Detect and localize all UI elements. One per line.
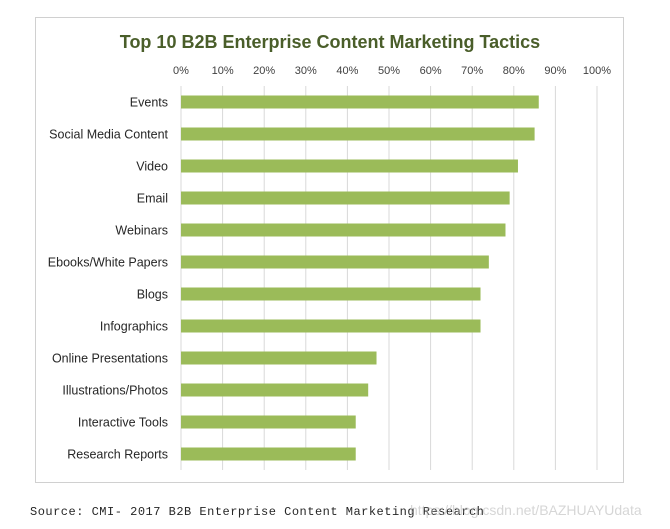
x-tick-label: 50% [378, 65, 400, 77]
category-label: Video [136, 160, 168, 174]
category-label: Blogs [137, 288, 168, 302]
category-label: Online Presentations [52, 352, 168, 366]
x-tick-label: 40% [336, 65, 358, 77]
grid-lines [180, 86, 598, 470]
watermark: https://blog.csdn.net/BAZHUAYUdata [410, 502, 642, 518]
x-tick-label: 70% [461, 65, 483, 77]
bar [181, 191, 510, 205]
bar [181, 223, 506, 237]
x-tick-label: 90% [544, 65, 566, 77]
chart-frame: Top 10 B2B Enterprise Content Marketing … [35, 17, 624, 483]
x-tick-label: 20% [253, 65, 275, 77]
category-label: Social Media Content [49, 128, 168, 142]
chart-title: Top 10 B2B Enterprise Content Marketing … [120, 32, 540, 52]
category-label: Ebooks/White Papers [48, 256, 168, 270]
source-note: Source: CMI- 2017 B2B Enterprise Content… [30, 505, 485, 519]
category-label: Research Reports [67, 448, 168, 462]
bar [181, 415, 356, 429]
category-label: Infographics [100, 320, 168, 334]
bar-chart: Top 10 B2B Enterprise Content Marketing … [48, 32, 611, 470]
bar [181, 383, 369, 397]
bar [181, 159, 518, 173]
bar [181, 95, 539, 109]
bar [181, 447, 356, 461]
category-label: Events [130, 96, 168, 110]
bar [181, 127, 535, 141]
category-label: Interactive Tools [78, 416, 168, 430]
x-tick-label: 10% [212, 65, 234, 77]
category-label: Webinars [115, 224, 168, 238]
x-tick-label: 30% [295, 65, 317, 77]
category-label: Illustrations/Photos [62, 384, 168, 398]
bar [181, 287, 481, 301]
x-axis-ticks: 0% 10% 20% 30% 40% 50% 60% 70% 80% 90% 100% [173, 65, 611, 77]
bar [181, 255, 489, 269]
x-tick-label: 80% [503, 65, 525, 77]
bar [181, 319, 481, 333]
x-tick-label: 0% [173, 65, 189, 77]
x-tick-label: 60% [420, 65, 442, 77]
category-label: Email [137, 192, 168, 206]
category-labels: Events Social Media Content Video Email Webi… [48, 96, 169, 462]
bar [181, 351, 377, 365]
bars [181, 95, 539, 461]
x-tick-label: 100% [583, 65, 611, 77]
